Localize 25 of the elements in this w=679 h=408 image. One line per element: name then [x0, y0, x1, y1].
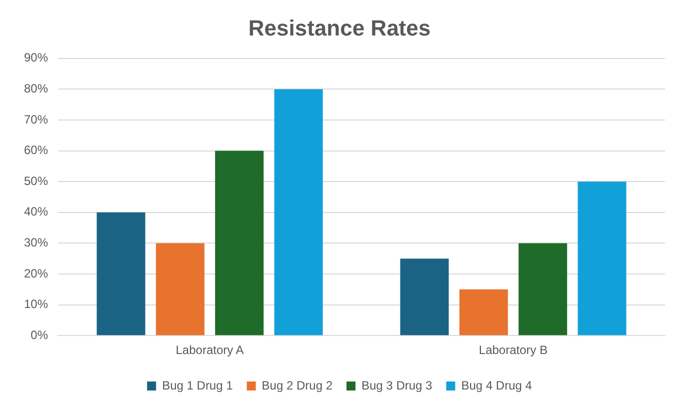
bar	[274, 89, 323, 336]
bar	[578, 182, 626, 336]
bar	[156, 243, 204, 336]
y-tick-label: 40%	[24, 204, 48, 219]
y-tick-label: 80%	[24, 82, 48, 96]
y-tick-label: 50%	[24, 174, 48, 188]
bar	[400, 258, 449, 336]
legend-label: Bug 3 Drug 3	[362, 378, 433, 392]
chart-title: Resistance Rates	[248, 15, 431, 40]
legend-label: Bug 2 Drug 2	[262, 378, 333, 392]
y-tick-label: 90%	[24, 50, 48, 65]
bar	[518, 243, 568, 336]
bar	[215, 150, 264, 336]
x-tick-label: Laboratory A	[176, 343, 244, 358]
y-tick-label: 0%	[30, 328, 48, 342]
x-tick-label: Laboratory B	[478, 343, 548, 358]
y-tick-label: 30%	[24, 236, 48, 250]
y-tick-label: 70%	[24, 112, 48, 126]
bar	[459, 289, 508, 336]
y-tick-label: 10%	[24, 297, 48, 312]
legend-label: Bug 4 Drug 4	[461, 378, 532, 392]
y-tick-label: 20%	[24, 266, 48, 280]
y-tick-label: 60%	[24, 143, 48, 158]
bar	[96, 212, 146, 336]
legend-label: Bug 1 Drug 1	[162, 378, 234, 392]
